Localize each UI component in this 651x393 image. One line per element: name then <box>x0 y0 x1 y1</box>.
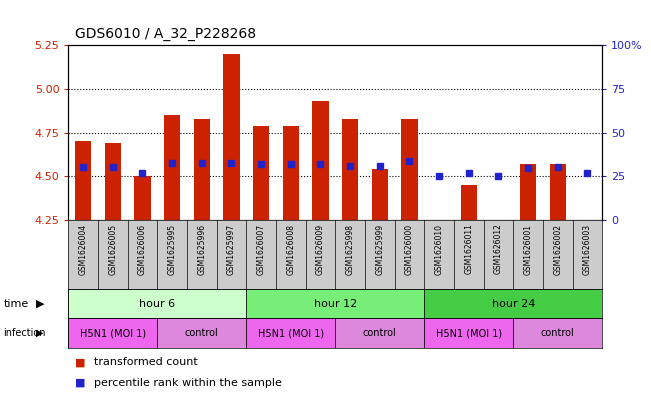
Text: GSM1626002: GSM1626002 <box>553 224 562 275</box>
Bar <box>253 126 270 220</box>
Text: GSM1626005: GSM1626005 <box>108 224 117 275</box>
Bar <box>579 220 596 286</box>
Text: GSM1626012: GSM1626012 <box>494 224 503 274</box>
Text: hour 24: hour 24 <box>492 299 535 309</box>
Text: GSM1625998: GSM1625998 <box>346 224 355 275</box>
Bar <box>75 141 91 220</box>
Text: ■: ■ <box>75 378 85 388</box>
Text: GSM1626004: GSM1626004 <box>79 224 88 275</box>
Text: control: control <box>363 328 396 338</box>
Text: GSM1626003: GSM1626003 <box>583 224 592 275</box>
Bar <box>520 164 536 220</box>
Text: GSM1626000: GSM1626000 <box>405 224 414 275</box>
Text: GSM1626008: GSM1626008 <box>286 224 296 275</box>
Bar <box>223 54 240 220</box>
Bar <box>158 318 246 348</box>
Text: GSM1626007: GSM1626007 <box>256 224 266 275</box>
Text: GSM1625999: GSM1625999 <box>375 224 384 275</box>
Bar <box>312 101 329 220</box>
Text: ■: ■ <box>75 357 85 367</box>
Text: GSM1626010: GSM1626010 <box>435 224 443 275</box>
Text: control: control <box>541 328 575 338</box>
Bar <box>164 115 180 220</box>
Text: infection: infection <box>3 328 46 338</box>
Bar <box>424 318 513 348</box>
Text: H5N1 (MOI 1): H5N1 (MOI 1) <box>80 328 146 338</box>
Bar <box>283 126 299 220</box>
Bar <box>490 220 506 286</box>
Bar <box>105 143 121 220</box>
Bar <box>513 318 602 348</box>
Text: time: time <box>3 299 29 309</box>
Text: H5N1 (MOI 1): H5N1 (MOI 1) <box>436 328 502 338</box>
Text: H5N1 (MOI 1): H5N1 (MOI 1) <box>258 328 324 338</box>
Bar <box>431 220 447 276</box>
Text: ▶: ▶ <box>36 299 44 309</box>
Text: GSM1626011: GSM1626011 <box>464 224 473 274</box>
Bar <box>372 169 388 220</box>
Text: GSM1626006: GSM1626006 <box>138 224 147 275</box>
Text: percentile rank within the sample: percentile rank within the sample <box>94 378 283 388</box>
Bar <box>335 318 424 348</box>
Bar <box>460 185 477 220</box>
Bar <box>68 318 158 348</box>
Bar <box>549 164 566 220</box>
Text: GSM1625996: GSM1625996 <box>197 224 206 275</box>
Bar <box>401 119 417 220</box>
Text: GSM1626001: GSM1626001 <box>523 224 533 275</box>
Text: ▶: ▶ <box>36 328 44 338</box>
Bar <box>246 318 335 348</box>
Text: GSM1625997: GSM1625997 <box>227 224 236 275</box>
Text: control: control <box>185 328 219 338</box>
Text: GSM1625995: GSM1625995 <box>168 224 176 275</box>
Text: hour 12: hour 12 <box>314 299 357 309</box>
Text: GDS6010 / A_32_P228268: GDS6010 / A_32_P228268 <box>75 27 256 41</box>
Text: transformed count: transformed count <box>94 357 198 367</box>
Bar <box>193 119 210 220</box>
Text: hour 6: hour 6 <box>139 299 175 309</box>
Bar <box>342 119 358 220</box>
Bar <box>246 289 424 318</box>
Bar <box>424 289 602 318</box>
Text: GSM1626009: GSM1626009 <box>316 224 325 275</box>
Bar <box>68 289 246 318</box>
Bar <box>134 176 150 220</box>
